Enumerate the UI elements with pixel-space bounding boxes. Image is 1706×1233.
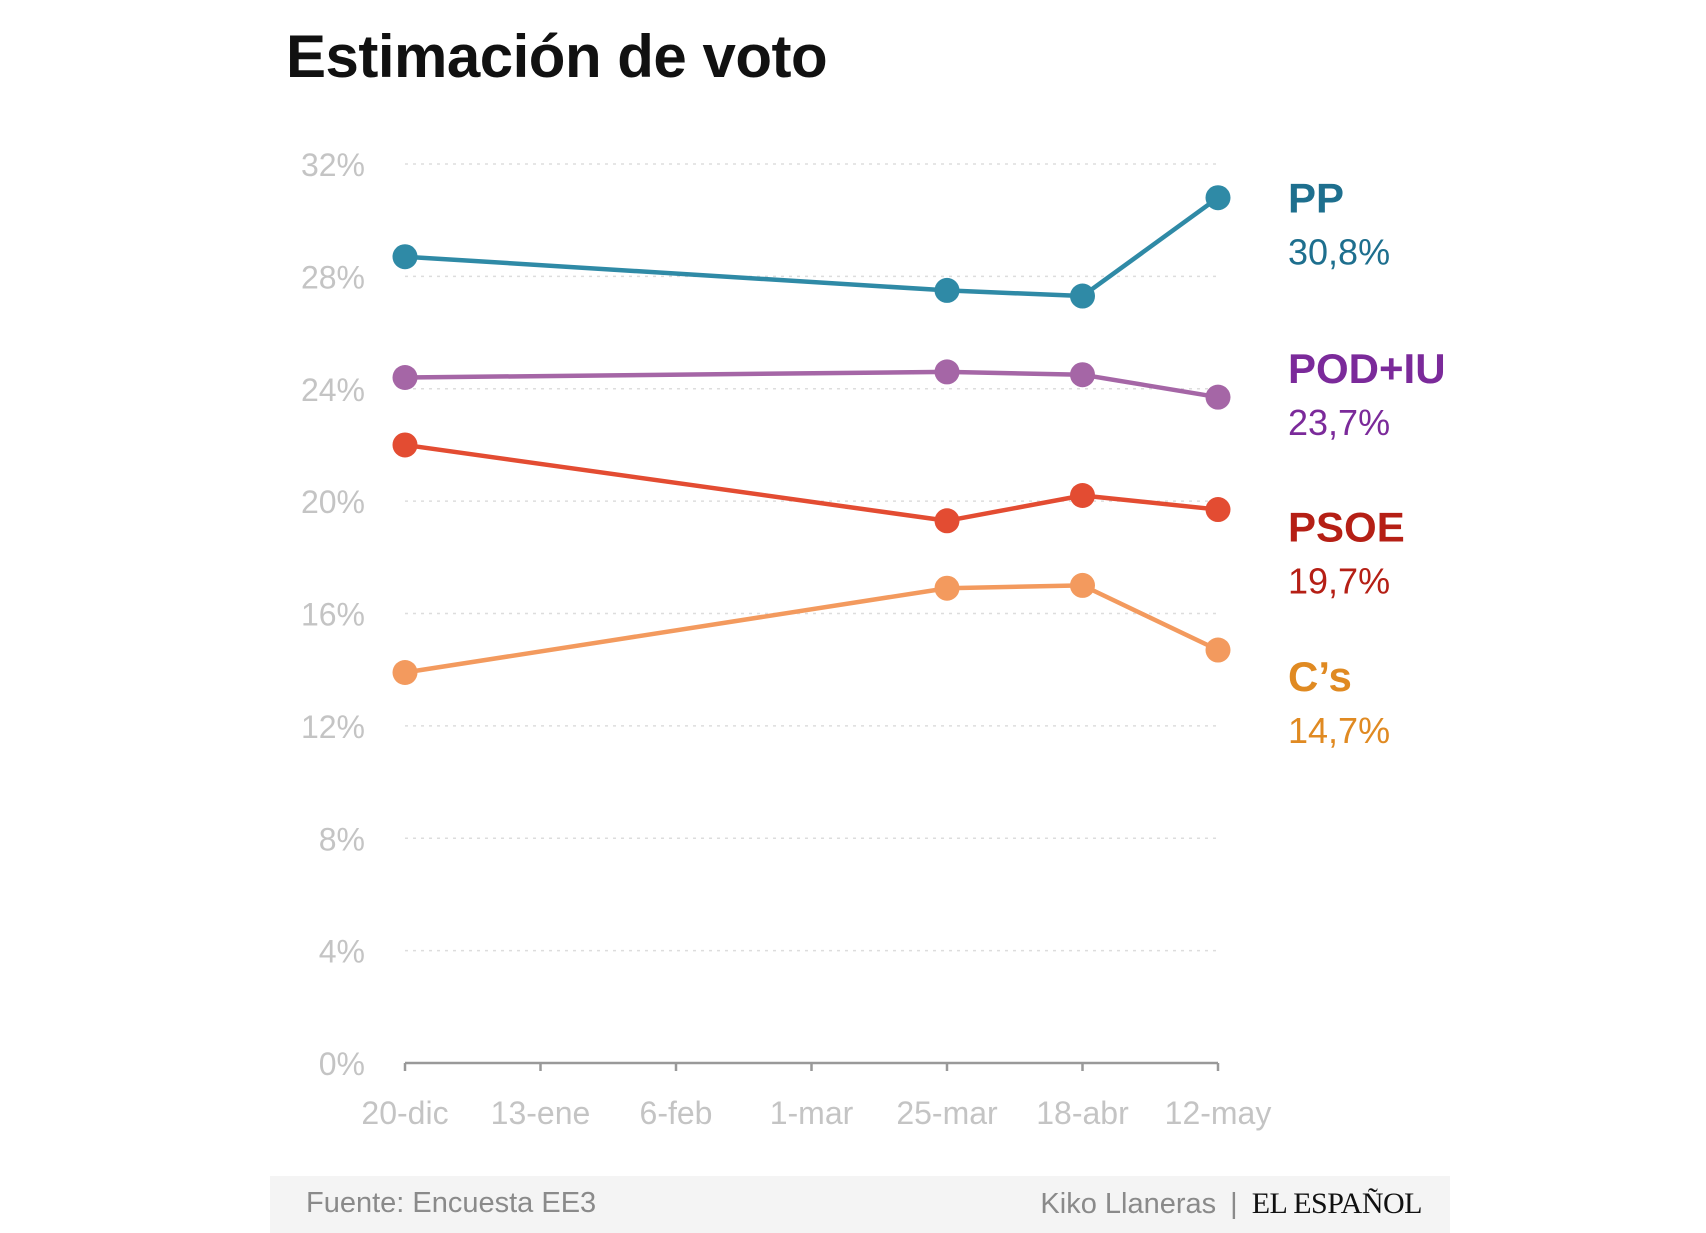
series-name-c-s: C’s	[1288, 653, 1352, 700]
chart-title: Estimación de voto	[286, 23, 828, 90]
data-point-psoe	[392, 432, 418, 458]
series-line-pp	[402, 195, 1221, 299]
data-point-c-s	[934, 575, 960, 601]
data-point-pp	[934, 277, 960, 303]
x-tick-label: 25-mar	[896, 1095, 998, 1131]
y-tick-label: 8%	[319, 821, 365, 857]
data-point-c-s	[1070, 572, 1095, 598]
series-name-pod-iu: POD+IU	[1288, 345, 1446, 392]
y-tick-label: 20%	[301, 484, 365, 520]
x-tick-label: 12-may	[1165, 1095, 1272, 1131]
data-point-pod-iu	[392, 365, 418, 391]
y-tick-label: 12%	[301, 709, 365, 745]
data-point-pod-iu	[934, 359, 960, 385]
x-tick-label: 13-ene	[491, 1095, 591, 1131]
data-point-pp	[1070, 283, 1095, 309]
series-end-labels: PP 30,8% POD+IU 23,7% PSOE 19,7% C’s 14,7%	[1288, 175, 1446, 751]
data-point-pod-iu	[1070, 362, 1095, 388]
series-value-psoe: 19,7%	[1288, 561, 1390, 602]
series-line-pod-iu	[402, 369, 1221, 400]
data-point-pp	[1205, 185, 1231, 211]
y-tick-label: 4%	[319, 934, 365, 970]
credit-separator: |	[1230, 1188, 1238, 1220]
series-lines	[392, 185, 1231, 685]
series-line-psoe	[402, 442, 1221, 524]
footer: Fuente: Encuesta EE3 Kiko Llaneras | EL ES…	[270, 1176, 1450, 1233]
credit: Kiko Llaneras | EL ESPAÑOL	[1040, 1187, 1422, 1221]
data-point-pod-iu	[1205, 384, 1231, 410]
x-tick-label: 6-feb	[640, 1095, 713, 1131]
source-note: Fuente: Encuesta EE3	[306, 1187, 597, 1219]
data-point-psoe	[1205, 497, 1231, 523]
y-tick-label: 24%	[301, 372, 365, 408]
x-tick-label: 18-abr	[1036, 1095, 1129, 1131]
series-value-c-s: 14,7%	[1288, 710, 1390, 751]
y-tick-label: 32%	[301, 147, 365, 183]
data-point-c-s	[392, 659, 418, 685]
data-point-psoe	[934, 508, 960, 534]
y-tick-label: 16%	[301, 597, 365, 633]
series-name-psoe: PSOE	[1288, 504, 1405, 551]
y-tick-label: 28%	[301, 259, 365, 295]
series-line-c-s	[402, 583, 1221, 675]
series-value-pod-iu: 23,7%	[1288, 402, 1390, 443]
author-name: Kiko Llaneras	[1040, 1188, 1217, 1220]
brand-logo: EL ESPAÑOL	[1251, 1187, 1423, 1220]
series-value-pp: 30,8%	[1288, 232, 1390, 273]
x-tick-label: 20-dic	[361, 1095, 448, 1131]
x-axis: 20-dic 13-ene 6-feb 1-mar 25-mar 18-abr 12-may	[361, 1061, 1272, 1131]
y-tick-label: 0%	[319, 1046, 365, 1082]
data-point-psoe	[1070, 483, 1095, 509]
y-axis-labels: 0% 4% 8% 12% 16% 20% 24% 28% 32%	[301, 147, 365, 1082]
series-name-pp: PP	[1288, 175, 1344, 222]
data-point-pp	[392, 244, 418, 270]
x-tick-label: 1-mar	[770, 1095, 854, 1131]
data-point-c-s	[1205, 637, 1231, 663]
